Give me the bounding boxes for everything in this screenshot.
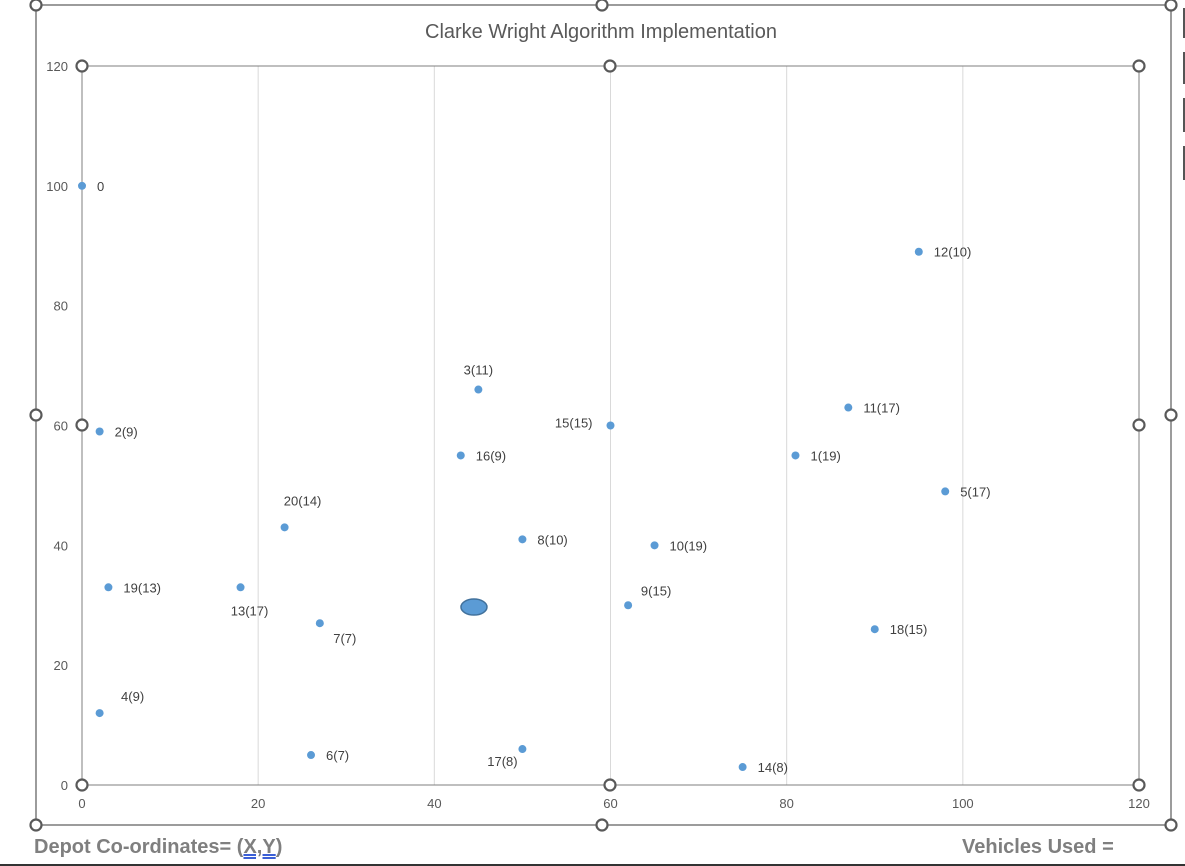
cell-border-mark <box>1183 98 1185 132</box>
y-tick-label: 120 <box>46 59 68 74</box>
point-label: 14(8) <box>758 760 788 775</box>
x-tick-label: 100 <box>952 796 974 811</box>
point-label: 17(8) <box>487 754 517 769</box>
resize-handle[interactable] <box>29 0 43 12</box>
point-label: 5(17) <box>960 484 990 499</box>
customer-point[interactable] <box>870 625 879 634</box>
point-label: 20(14) <box>284 493 322 508</box>
data-points[interactable]: 0 12(10) 3(11) 11(17) 2(9) 15(15) 16(9) 1(19) 5(… <box>78 179 991 775</box>
resize-handle[interactable] <box>29 818 43 832</box>
depot-label-text: Depot Co-ordinates= ( <box>34 836 244 858</box>
point-label: 9(15) <box>641 583 671 598</box>
customer-point[interactable] <box>844 403 853 412</box>
depot-coordinates-label: Depot Co-ordinates= (X,Y) <box>34 836 282 859</box>
x-tick-label: 0 <box>78 796 85 811</box>
x-tick-label: 120 <box>1128 796 1150 811</box>
point-label: 8(10) <box>537 532 567 547</box>
selection-handles[interactable] <box>29 0 1178 832</box>
x-tick-label: 60 <box>603 796 617 811</box>
customer-point[interactable] <box>738 763 747 772</box>
customer-point[interactable] <box>104 583 113 592</box>
customer-point[interactable] <box>78 181 86 190</box>
resize-handle[interactable] <box>1164 818 1178 832</box>
depot-label-close: ) <box>275 836 283 858</box>
point-label: 3(11) <box>464 363 493 378</box>
y-tick-label: 100 <box>46 179 68 194</box>
resize-handle[interactable] <box>595 0 609 12</box>
customer-point[interactable] <box>474 385 483 394</box>
cell-border-mark <box>1183 52 1185 84</box>
chart-area-frame[interactable] <box>35 4 1172 826</box>
resize-handle[interactable] <box>1132 59 1146 73</box>
customer-point[interactable] <box>280 523 289 532</box>
x-axis-ticks: 0 20 40 60 80 100 120 <box>78 796 1149 811</box>
resize-handle[interactable] <box>603 778 617 792</box>
x-tick-label: 20 <box>251 796 265 811</box>
chart-title[interactable]: Clarke Wright Algorithm Implementation <box>425 21 777 43</box>
y-tick-label: 40 <box>54 538 68 553</box>
customer-point[interactable] <box>606 421 615 430</box>
vehicles-used-label: Vehicles Used = <box>962 836 1114 858</box>
customer-point[interactable] <box>914 247 923 256</box>
customer-point[interactable] <box>95 427 104 436</box>
point-label: 12(10) <box>934 245 972 260</box>
x-tick-label: 80 <box>779 796 793 811</box>
depot-marker[interactable] <box>460 598 488 616</box>
x-tick-label: 40 <box>427 796 441 811</box>
y-axis-ticks: 0 20 40 60 80 100 120 <box>46 59 68 793</box>
point-label: 6(7) <box>326 748 349 763</box>
customer-point[interactable] <box>650 541 659 550</box>
y-tick-label: 20 <box>54 658 68 673</box>
resize-handle[interactable] <box>75 418 89 432</box>
cell-border-mark <box>1183 8 1185 38</box>
y-tick-label: 0 <box>61 778 68 793</box>
y-tick-label: 80 <box>54 299 68 314</box>
y-tick-label: 60 <box>54 419 68 434</box>
customer-point[interactable] <box>315 619 324 628</box>
resize-handle[interactable] <box>1164 0 1178 12</box>
resize-handle[interactable] <box>29 408 43 422</box>
point-label: 10(19) <box>670 538 708 553</box>
customer-point[interactable] <box>518 535 527 544</box>
customer-point[interactable] <box>518 745 527 754</box>
resize-handle[interactable] <box>595 818 609 832</box>
customer-point[interactable] <box>624 601 633 610</box>
point-label: 0 <box>97 179 104 194</box>
cell-border <box>0 864 1185 866</box>
cell-border-mark <box>1183 146 1185 180</box>
point-label: 1(19) <box>810 448 840 463</box>
resize-handle[interactable] <box>75 59 89 73</box>
point-label: 7(7) <box>333 631 356 646</box>
depot-xy-placeholder: X,Y <box>243 836 276 858</box>
resize-handle[interactable] <box>75 778 89 792</box>
customer-point[interactable] <box>307 751 316 760</box>
point-label: 18(15) <box>890 622 928 637</box>
customer-point[interactable] <box>456 451 465 460</box>
point-label: 16(9) <box>476 448 506 463</box>
point-label: 13(17) <box>231 603 269 618</box>
point-label: 15(15) <box>555 416 593 431</box>
resize-handle[interactable] <box>603 59 617 73</box>
customer-point[interactable] <box>236 583 245 592</box>
point-label: 4(9) <box>121 689 144 704</box>
resize-handle[interactable] <box>1132 418 1146 432</box>
resize-handle[interactable] <box>1164 408 1178 422</box>
point-label: 2(9) <box>115 424 138 439</box>
point-label: 11(17) <box>863 401 900 416</box>
point-label: 19(13) <box>123 580 161 595</box>
customer-point[interactable] <box>791 451 800 460</box>
customer-point[interactable] <box>95 709 104 718</box>
customer-point[interactable] <box>941 487 950 496</box>
resize-handle[interactable] <box>1132 778 1146 792</box>
